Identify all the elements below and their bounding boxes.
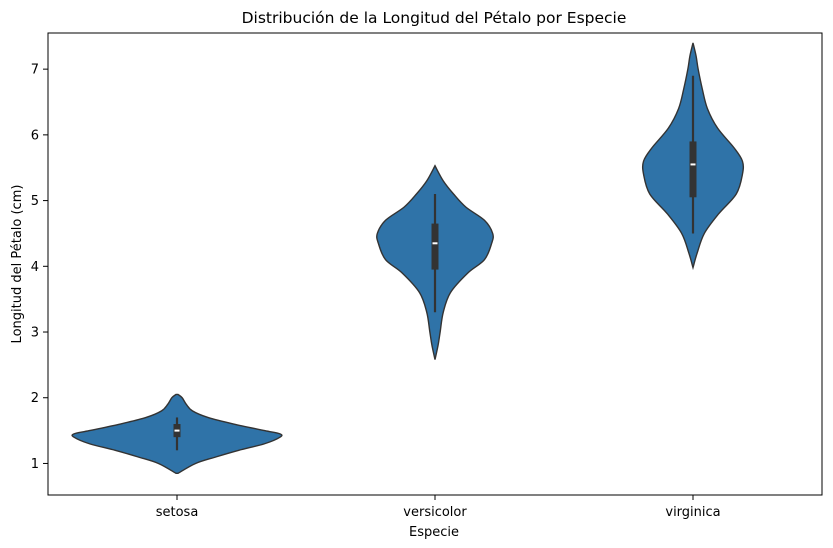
iqr-box-virginica [689, 141, 697, 198]
iqr-box-versicolor [431, 223, 439, 270]
x-tick-label: versicolor [403, 505, 467, 520]
y-axis-label: Longitud del Pétalo (cm) [10, 185, 25, 344]
y-tick-label: 5 [31, 194, 39, 209]
chart-title: Distribución de la Longitud del Pétalo p… [242, 9, 627, 27]
x-tick-label: setosa [156, 505, 199, 520]
plot-area: 1 2 3 4 5 6 7 setosa versicolor virginica [31, 32, 823, 520]
y-tick-label: 6 [31, 128, 39, 143]
y-tick-label: 3 [31, 326, 39, 341]
x-tick-label: virginica [665, 505, 720, 520]
y-tick-label: 2 [31, 391, 39, 406]
y-tick-label: 1 [31, 457, 39, 472]
y-tick-label: 4 [31, 260, 39, 275]
x-axis-label: Especie [409, 525, 459, 540]
y-tick-label: 7 [31, 63, 39, 78]
